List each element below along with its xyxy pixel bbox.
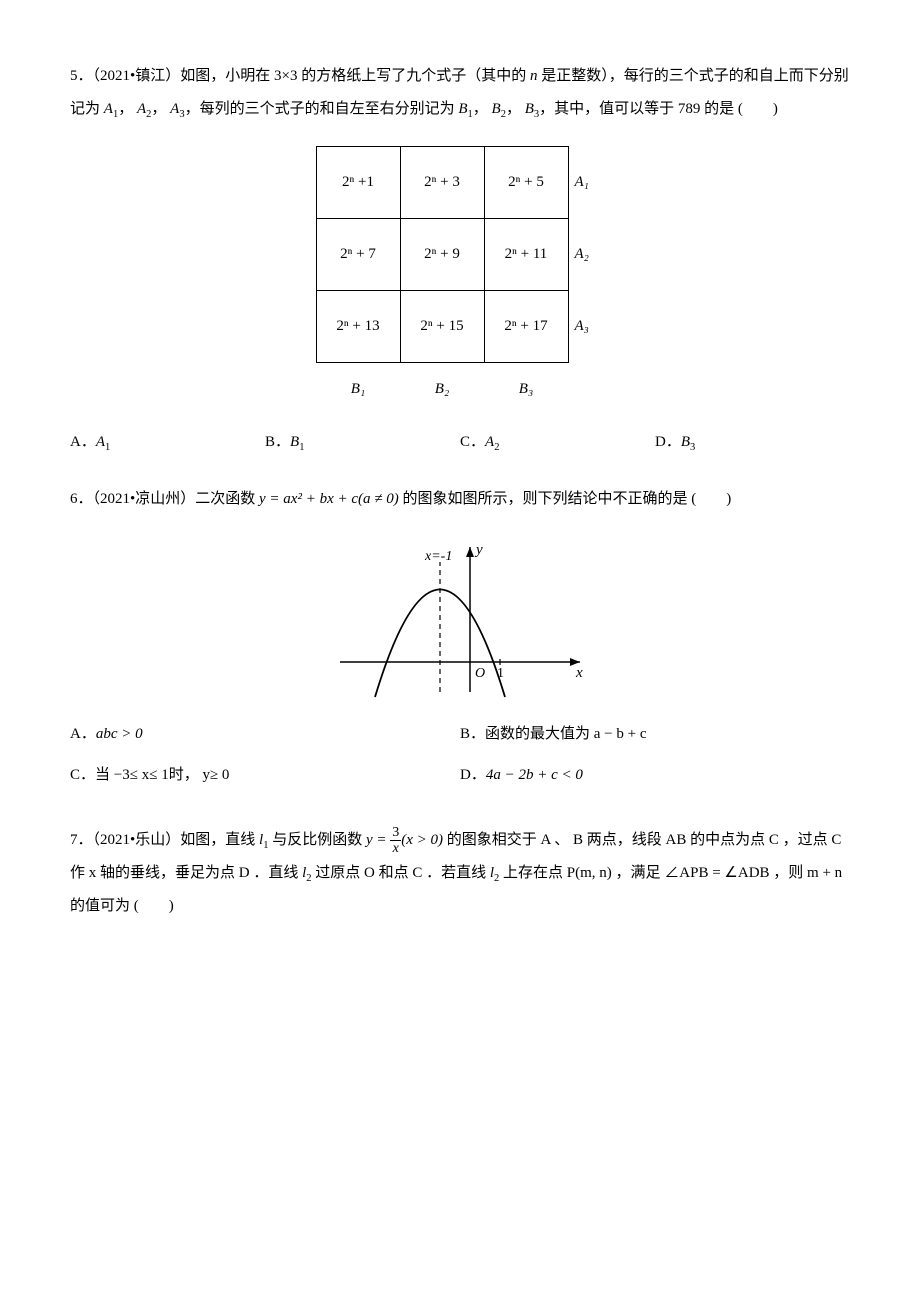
grid-cell: 2ⁿ + 7 [316, 219, 400, 291]
parabola-chart: x=-1 y x O 1 [320, 532, 600, 702]
option-C: C．当 −3≤ x≤ 1时， y≥ 0 [70, 759, 460, 792]
grid-cell: 2ⁿ + 9 [400, 219, 484, 291]
grid-cell: 2ⁿ + 13 [316, 291, 400, 363]
row-label: A₂ [568, 219, 604, 291]
question-5: 5．（2021•镇江）如图，小明在 3×3 的方格纸上写了九个式子（其中的 n … [70, 60, 850, 459]
grid-cell: 2ⁿ + 5 [484, 147, 568, 219]
y-arrow [466, 547, 474, 557]
row-label: A₃ [568, 291, 604, 363]
col-labels: B₁B₂B₃ [70, 373, 850, 406]
option-A: A．abc > 0 [70, 718, 460, 751]
option-A: A．A1 [70, 426, 265, 459]
question-7: 7．（2021•乐山）如图，直线 l1 与反比例函数 y = 3x(x > 0)… [70, 824, 850, 923]
tick-1: 1 [497, 666, 504, 681]
q6-options: A．abc > 0 B．函数的最大值为 a − b + c C．当 −3≤ x≤… [70, 718, 850, 800]
grid-cell: 2ⁿ + 15 [400, 291, 484, 363]
fraction: 3x [390, 825, 401, 857]
option-B: B．函数的最大值为 a − b + c [460, 718, 850, 751]
axis-label: x=-1 [424, 549, 452, 564]
q5-options: A．A1 B．B1 C．A2 D．B3 [70, 426, 850, 459]
option-D: D．B3 [655, 426, 850, 459]
grid-cell: 2ⁿ + 17 [484, 291, 568, 363]
q7-stem: 7．（2021•乐山）如图，直线 l1 与反比例函数 y = 3x(x > 0)… [70, 824, 850, 923]
row-label: A₁ [568, 147, 604, 219]
option-D: D．4a − 2b + c < 0 [460, 759, 850, 792]
grid-cell: 2ⁿ +1 [316, 147, 400, 219]
option-C: C．A2 [460, 426, 655, 459]
grid-cell: 2ⁿ + 3 [400, 147, 484, 219]
q5-grid-wrap: 2ⁿ +1 2ⁿ + 3 2ⁿ + 5 A₁ 2ⁿ + 7 2ⁿ + 9 2ⁿ … [70, 146, 850, 406]
origin-label: O [475, 666, 485, 681]
question-6: 6．（2021•凉山州）二次函数 y = ax² + bx + c(a ≠ 0)… [70, 483, 850, 800]
grid-cell: 2ⁿ + 11 [484, 219, 568, 291]
q6-stem: 6．（2021•凉山州）二次函数 y = ax² + bx + c(a ≠ 0)… [70, 483, 850, 516]
x-label: x [575, 665, 583, 681]
y-label: y [474, 542, 483, 558]
q5-stem: 5．（2021•镇江）如图，小明在 3×3 的方格纸上写了九个式子（其中的 n … [70, 60, 850, 126]
option-B: B．B1 [265, 426, 460, 459]
q5-grid-table: 2ⁿ +1 2ⁿ + 3 2ⁿ + 5 A₁ 2ⁿ + 7 2ⁿ + 9 2ⁿ … [316, 146, 605, 363]
